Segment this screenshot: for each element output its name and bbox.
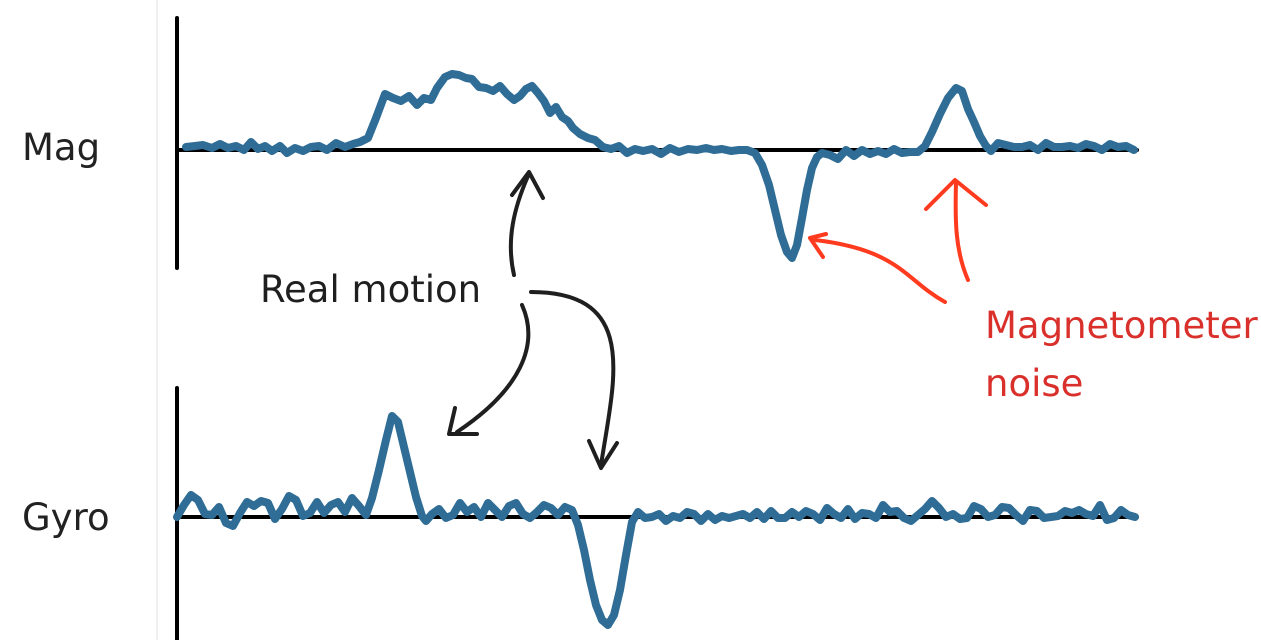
gyro-row-label: Gyro xyxy=(22,496,110,539)
arrow-to-mag-dip xyxy=(813,238,947,304)
arrow-to-gyro-spike xyxy=(455,303,531,434)
arrow-to-gyro-spike-head xyxy=(447,406,479,436)
noise-label-line1: Magnetometer xyxy=(985,304,1259,347)
real-motion-arrows xyxy=(447,170,619,470)
arrow-to-gyro-dip-head xyxy=(587,439,619,470)
real-motion-label: Real motion xyxy=(260,268,481,311)
noise-label-line2: noise xyxy=(985,362,1083,405)
gyro-signal xyxy=(173,412,1139,629)
arrow-to-mag-peak xyxy=(508,174,530,277)
mag-signal xyxy=(182,70,1138,262)
noise-arrows xyxy=(808,178,988,304)
arrow-to-mag-bump xyxy=(953,181,970,282)
arrow-to-mag-peak-head xyxy=(510,170,545,200)
mag-plot xyxy=(175,16,1139,270)
arrow-to-gyro-dip xyxy=(529,290,616,467)
arrow-to-mag-bump-head xyxy=(924,178,988,211)
arrow-to-mag-dip-head xyxy=(808,232,828,259)
mag-row-label: Mag xyxy=(22,126,100,169)
gyro-plot xyxy=(173,386,1139,640)
